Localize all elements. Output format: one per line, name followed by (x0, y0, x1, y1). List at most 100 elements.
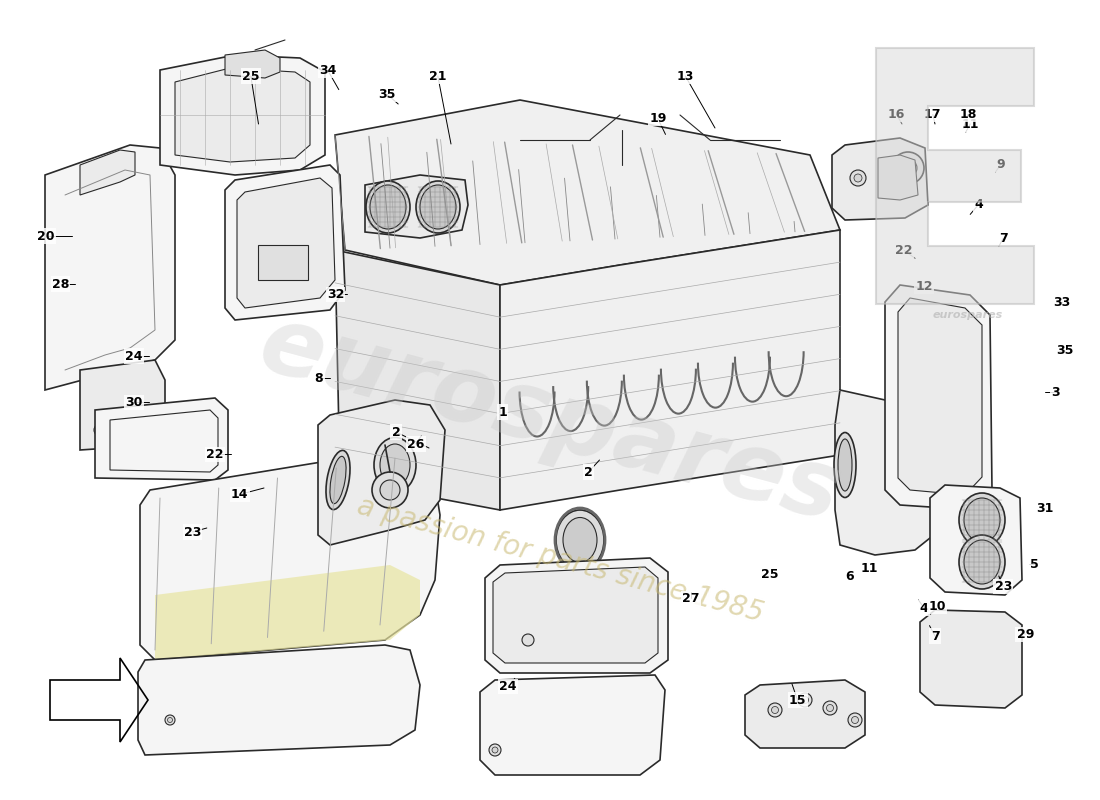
Text: 21: 21 (429, 70, 447, 82)
Polygon shape (485, 558, 668, 673)
Circle shape (97, 427, 103, 433)
Ellipse shape (326, 450, 350, 510)
Polygon shape (336, 100, 840, 285)
Circle shape (854, 174, 862, 182)
Polygon shape (745, 680, 865, 748)
Ellipse shape (330, 456, 346, 504)
Ellipse shape (834, 433, 856, 498)
Ellipse shape (959, 535, 1005, 589)
Circle shape (492, 747, 498, 753)
Circle shape (94, 424, 106, 436)
Polygon shape (160, 55, 324, 175)
Text: eurospares: eurospares (933, 310, 1003, 320)
Text: eurospares: eurospares (250, 298, 850, 542)
Circle shape (771, 706, 779, 714)
Text: 10: 10 (928, 600, 946, 613)
Ellipse shape (964, 498, 1000, 542)
Circle shape (768, 703, 782, 717)
Ellipse shape (563, 518, 597, 562)
Text: 14: 14 (231, 488, 249, 501)
Text: 29: 29 (1016, 628, 1034, 641)
FancyBboxPatch shape (258, 245, 308, 280)
Ellipse shape (370, 185, 406, 229)
Circle shape (798, 693, 812, 707)
Circle shape (167, 718, 173, 722)
Ellipse shape (420, 185, 456, 229)
Ellipse shape (959, 493, 1005, 547)
Text: 30: 30 (125, 396, 143, 409)
Text: 8: 8 (315, 372, 323, 385)
Polygon shape (878, 155, 918, 200)
Text: 12: 12 (915, 280, 933, 293)
Text: 13: 13 (676, 70, 694, 82)
Polygon shape (920, 610, 1022, 708)
Text: 33: 33 (1053, 296, 1070, 309)
Text: 11: 11 (860, 562, 878, 574)
Text: 2: 2 (584, 466, 593, 478)
Polygon shape (930, 485, 1022, 595)
Circle shape (802, 697, 808, 703)
Circle shape (490, 744, 500, 756)
Polygon shape (832, 138, 928, 220)
Text: 4: 4 (920, 602, 928, 614)
Text: 7: 7 (931, 630, 939, 642)
Text: 15: 15 (789, 694, 806, 706)
Text: 22: 22 (895, 244, 913, 257)
Ellipse shape (416, 181, 460, 233)
Circle shape (904, 164, 912, 172)
Text: 11: 11 (961, 118, 979, 130)
Polygon shape (236, 178, 336, 308)
Polygon shape (500, 230, 840, 510)
Ellipse shape (838, 439, 853, 491)
Polygon shape (318, 400, 446, 545)
Text: 5: 5 (1030, 558, 1038, 570)
Ellipse shape (366, 181, 410, 233)
Polygon shape (80, 360, 165, 450)
Text: 22: 22 (206, 448, 223, 461)
Circle shape (823, 701, 837, 715)
Text: 18: 18 (959, 108, 977, 121)
Circle shape (892, 152, 924, 184)
Polygon shape (876, 48, 1034, 304)
Text: 31: 31 (1036, 502, 1054, 514)
Text: 35: 35 (1056, 344, 1074, 357)
Ellipse shape (374, 438, 416, 493)
Circle shape (899, 159, 917, 177)
Text: 9: 9 (997, 158, 1005, 170)
Text: 28: 28 (52, 278, 69, 290)
Circle shape (826, 705, 834, 711)
Circle shape (522, 634, 534, 646)
Polygon shape (226, 165, 345, 320)
Text: a passion for parts since 1985: a passion for parts since 1985 (354, 492, 767, 628)
Polygon shape (493, 567, 658, 663)
Text: 25: 25 (242, 70, 260, 82)
Polygon shape (365, 175, 468, 238)
Ellipse shape (556, 510, 604, 570)
Polygon shape (835, 390, 940, 555)
Polygon shape (155, 565, 420, 660)
Text: 17: 17 (924, 108, 942, 121)
Polygon shape (226, 50, 280, 78)
Circle shape (165, 715, 175, 725)
Text: 34: 34 (319, 64, 337, 77)
Text: 1: 1 (498, 406, 507, 418)
Text: 23: 23 (994, 580, 1012, 593)
Polygon shape (138, 645, 420, 755)
Text: 16: 16 (888, 108, 905, 121)
Circle shape (851, 717, 858, 723)
Polygon shape (175, 68, 310, 162)
Polygon shape (45, 145, 175, 390)
Circle shape (850, 170, 866, 186)
Text: 25: 25 (761, 568, 779, 581)
Text: 26: 26 (407, 438, 425, 450)
Text: 7: 7 (999, 232, 1008, 245)
Polygon shape (886, 285, 992, 510)
Text: 19: 19 (649, 112, 667, 125)
Text: 24: 24 (125, 350, 143, 362)
Text: 3: 3 (1052, 386, 1060, 398)
Text: 24: 24 (499, 680, 517, 693)
Text: 35: 35 (378, 88, 396, 101)
Ellipse shape (379, 444, 410, 486)
Text: 4: 4 (975, 198, 983, 210)
Circle shape (379, 480, 400, 500)
